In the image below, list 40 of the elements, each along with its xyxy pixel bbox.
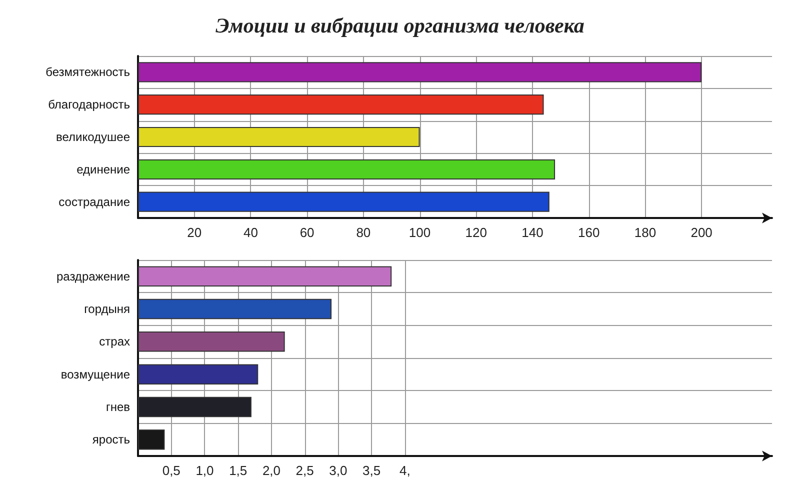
bar bbox=[138, 298, 332, 320]
bar bbox=[138, 266, 392, 286]
x-tick-label: 1,5 bbox=[229, 463, 248, 478]
y-tick-label: сострадание bbox=[58, 194, 130, 209]
x-tick-label: 180 bbox=[634, 225, 656, 240]
y-tick-label: благодарность bbox=[48, 98, 130, 112]
bar bbox=[138, 159, 556, 180]
x-tick-label: 160 bbox=[578, 225, 600, 240]
bar bbox=[138, 192, 550, 212]
x-tick-label: 1,0 bbox=[196, 463, 214, 478]
bar bbox=[138, 94, 544, 115]
y-tick-label: единение bbox=[76, 162, 130, 176]
x-tick-label: 0,5 bbox=[162, 463, 180, 478]
bar bbox=[138, 62, 702, 82]
y-tick-label: безмятежность bbox=[46, 65, 130, 80]
y-tick-label: гнев bbox=[106, 400, 130, 414]
y-tick-label: раздражение bbox=[56, 269, 130, 284]
bar bbox=[138, 332, 285, 352]
x-tick-label: 3,5 bbox=[362, 463, 381, 478]
x-tick-label: 40 bbox=[243, 225, 258, 240]
x-tick-label: 140 bbox=[522, 225, 544, 240]
bar bbox=[138, 396, 252, 418]
x-tick-label: 60 bbox=[300, 225, 314, 240]
bar bbox=[138, 364, 258, 384]
x-tick-label: 20 bbox=[187, 225, 202, 240]
x-tick-label: 4, bbox=[400, 463, 410, 478]
y-tick-label: великодушее bbox=[56, 130, 130, 144]
x-tick-label: 2,5 bbox=[296, 463, 314, 478]
y-tick-label: ярость bbox=[92, 432, 130, 447]
chart-title: Эмоции и вибрации организма человека bbox=[216, 14, 584, 38]
x-tick-label: 100 bbox=[408, 225, 431, 240]
x-tick-label: 80 bbox=[356, 225, 371, 240]
y-tick-label: страх bbox=[99, 334, 130, 349]
y-tick-label: гордыня bbox=[84, 302, 130, 316]
bar bbox=[138, 126, 420, 148]
x-tick-label: 200 bbox=[690, 225, 712, 240]
y-tick-label: возмущение bbox=[60, 367, 130, 382]
x-tick-label: 3,0 bbox=[329, 463, 348, 478]
x-tick-label: 120 bbox=[465, 225, 487, 240]
x-tick-label: 2,0 bbox=[262, 463, 281, 478]
